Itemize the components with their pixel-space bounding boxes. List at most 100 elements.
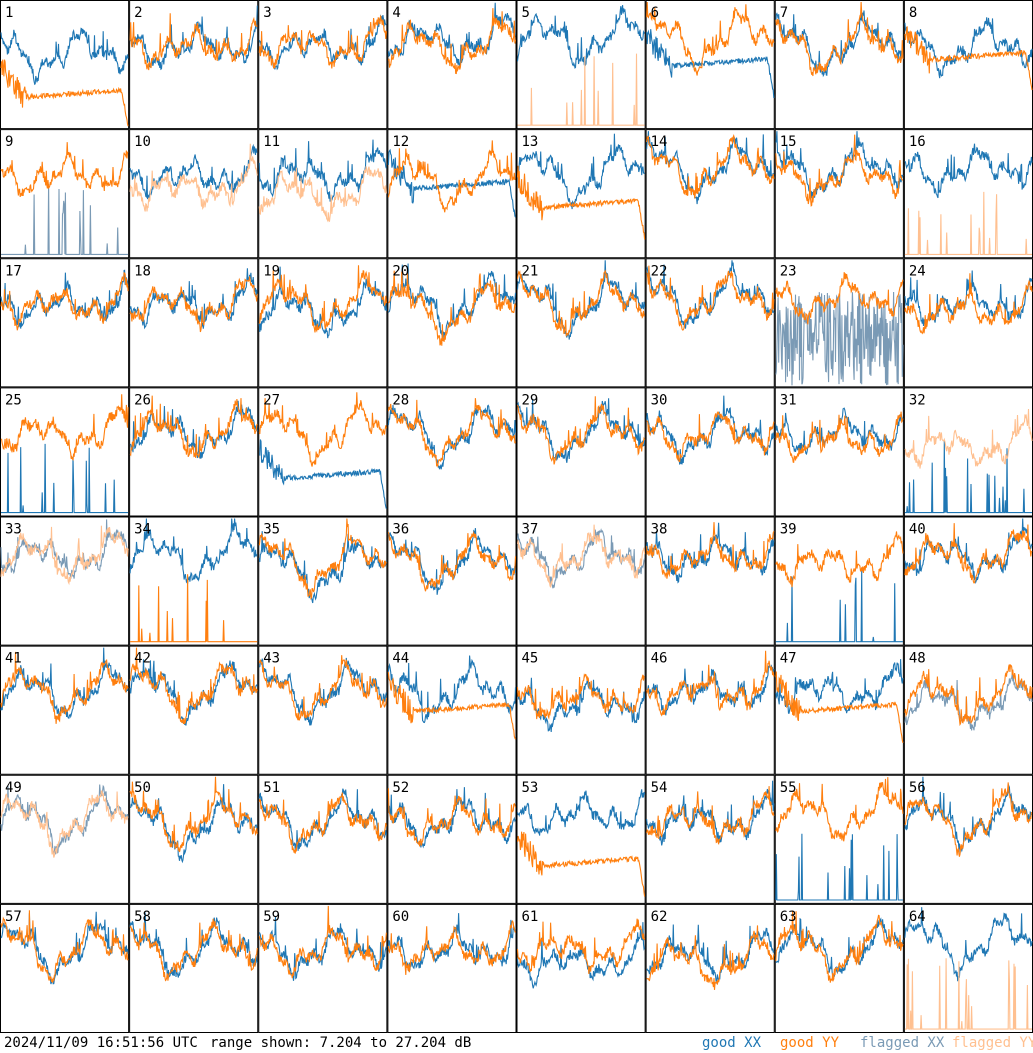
panel-5: 5 bbox=[516, 0, 646, 130]
series-xx-good bbox=[904, 776, 1033, 854]
series-yy-flagged bbox=[129, 143, 258, 212]
series-yy-good bbox=[258, 518, 387, 601]
panel-35: 35 bbox=[258, 516, 388, 646]
series-xx-good bbox=[646, 29, 775, 99]
panel-24: 24 bbox=[903, 258, 1033, 388]
panel-frame bbox=[129, 903, 259, 1033]
panel-frame bbox=[258, 0, 388, 130]
panel-28: 28 bbox=[387, 387, 517, 517]
panel-59: 59 bbox=[258, 903, 388, 1033]
panel-frame bbox=[387, 129, 517, 259]
series-yy-good bbox=[387, 672, 516, 740]
series-yy-good bbox=[387, 530, 517, 592]
series-yy-good bbox=[387, 920, 517, 975]
series-yy-good bbox=[516, 165, 646, 240]
panel-62: 62 bbox=[645, 903, 775, 1033]
series-xx-good bbox=[516, 5, 646, 69]
series-yy-good bbox=[646, 1, 775, 76]
panel-7: 7 bbox=[774, 0, 904, 130]
panel-51: 51 bbox=[258, 774, 388, 904]
panel-49: 49 bbox=[0, 774, 130, 904]
panel-number: 5 bbox=[522, 5, 530, 21]
panel-number: 42 bbox=[134, 651, 151, 667]
series-yy-good bbox=[0, 394, 129, 461]
series-yy-good bbox=[129, 918, 258, 982]
panel-number: 33 bbox=[5, 522, 22, 538]
panel-number: 18 bbox=[134, 263, 151, 279]
series-yy-flagged bbox=[517, 53, 645, 126]
series-xx-good bbox=[516, 922, 646, 989]
panel-number: 17 bbox=[5, 263, 22, 279]
series-yy-good bbox=[646, 133, 775, 199]
panel-18: 18 bbox=[129, 258, 259, 388]
panel-43: 43 bbox=[258, 645, 388, 775]
panel-number: 37 bbox=[522, 522, 539, 538]
panel-15: 15 bbox=[774, 129, 904, 259]
panel-number: 54 bbox=[651, 780, 668, 796]
panel-number: 34 bbox=[134, 522, 151, 538]
series-yy-good bbox=[904, 523, 1033, 584]
panel-47: 47 bbox=[774, 645, 904, 775]
panel-56: 56 bbox=[903, 774, 1033, 904]
panel-60: 60 bbox=[387, 903, 517, 1033]
panel-number: 7 bbox=[780, 5, 788, 21]
panel-frame bbox=[645, 387, 775, 517]
panel-58: 58 bbox=[129, 903, 259, 1033]
panel-number: 13 bbox=[522, 134, 539, 150]
series-yy-good bbox=[775, 671, 904, 744]
range-label: range shown: 7.204 to 27.204 dB bbox=[210, 1035, 472, 1051]
panel-14: 14 bbox=[645, 129, 775, 259]
panel-number: 16 bbox=[909, 134, 926, 150]
series-yy-good bbox=[775, 910, 904, 983]
panel-number: 23 bbox=[780, 263, 797, 279]
series-yy-flagged bbox=[904, 408, 1033, 469]
series-xx-good bbox=[646, 663, 775, 716]
series-xx-good bbox=[129, 143, 258, 200]
series-yy-good bbox=[258, 792, 387, 854]
series-xx-good bbox=[904, 439, 1032, 514]
panel-39: 39 bbox=[774, 516, 904, 646]
panel-number: 56 bbox=[909, 780, 926, 796]
panel-55: 55 bbox=[774, 774, 904, 904]
series-yy-good bbox=[646, 786, 775, 845]
panel-50: 50 bbox=[129, 774, 259, 904]
panel-number: 58 bbox=[134, 909, 151, 925]
series-yy-good bbox=[258, 655, 387, 721]
panel-37: 37 bbox=[516, 516, 646, 646]
panel-number: 24 bbox=[909, 263, 926, 279]
panel-number: 31 bbox=[780, 392, 797, 408]
panel-40: 40 bbox=[903, 516, 1033, 646]
panel-frame bbox=[0, 903, 130, 1033]
panel-frame bbox=[516, 774, 646, 904]
panel-44: 44 bbox=[387, 645, 517, 775]
series-yy-good bbox=[646, 650, 775, 717]
series-yy-good bbox=[0, 651, 129, 724]
series-yy-good bbox=[516, 269, 646, 337]
panel-42: 42 bbox=[129, 645, 259, 775]
series-xx-good bbox=[258, 139, 387, 202]
series-xx-good bbox=[904, 143, 1033, 199]
series-xx-good bbox=[259, 439, 387, 509]
series-yy-flagged bbox=[258, 166, 387, 223]
series-yy-good bbox=[516, 673, 646, 720]
panel-6: 6 bbox=[645, 0, 775, 130]
series-yy-good bbox=[129, 276, 258, 333]
panel-33: 33 bbox=[0, 516, 130, 646]
panel-number: 38 bbox=[651, 522, 668, 538]
panel-number: 59 bbox=[263, 909, 280, 925]
panel-number: 55 bbox=[780, 780, 797, 796]
series-yy-good bbox=[775, 1, 904, 77]
panel-number: 11 bbox=[263, 134, 280, 150]
panel-frame bbox=[0, 774, 130, 904]
panel-36: 36 bbox=[387, 516, 517, 646]
series-xx-flagged bbox=[775, 291, 904, 386]
legend-good-xx: good XX bbox=[702, 1035, 762, 1051]
series-yy-good bbox=[646, 925, 775, 990]
panel-57: 57 bbox=[0, 903, 130, 1033]
series-yy-good bbox=[129, 395, 258, 458]
panel-number: 62 bbox=[651, 909, 668, 925]
panel-frame bbox=[0, 387, 130, 517]
series-yy-good bbox=[775, 134, 903, 207]
panel-27: 27 bbox=[258, 387, 388, 517]
